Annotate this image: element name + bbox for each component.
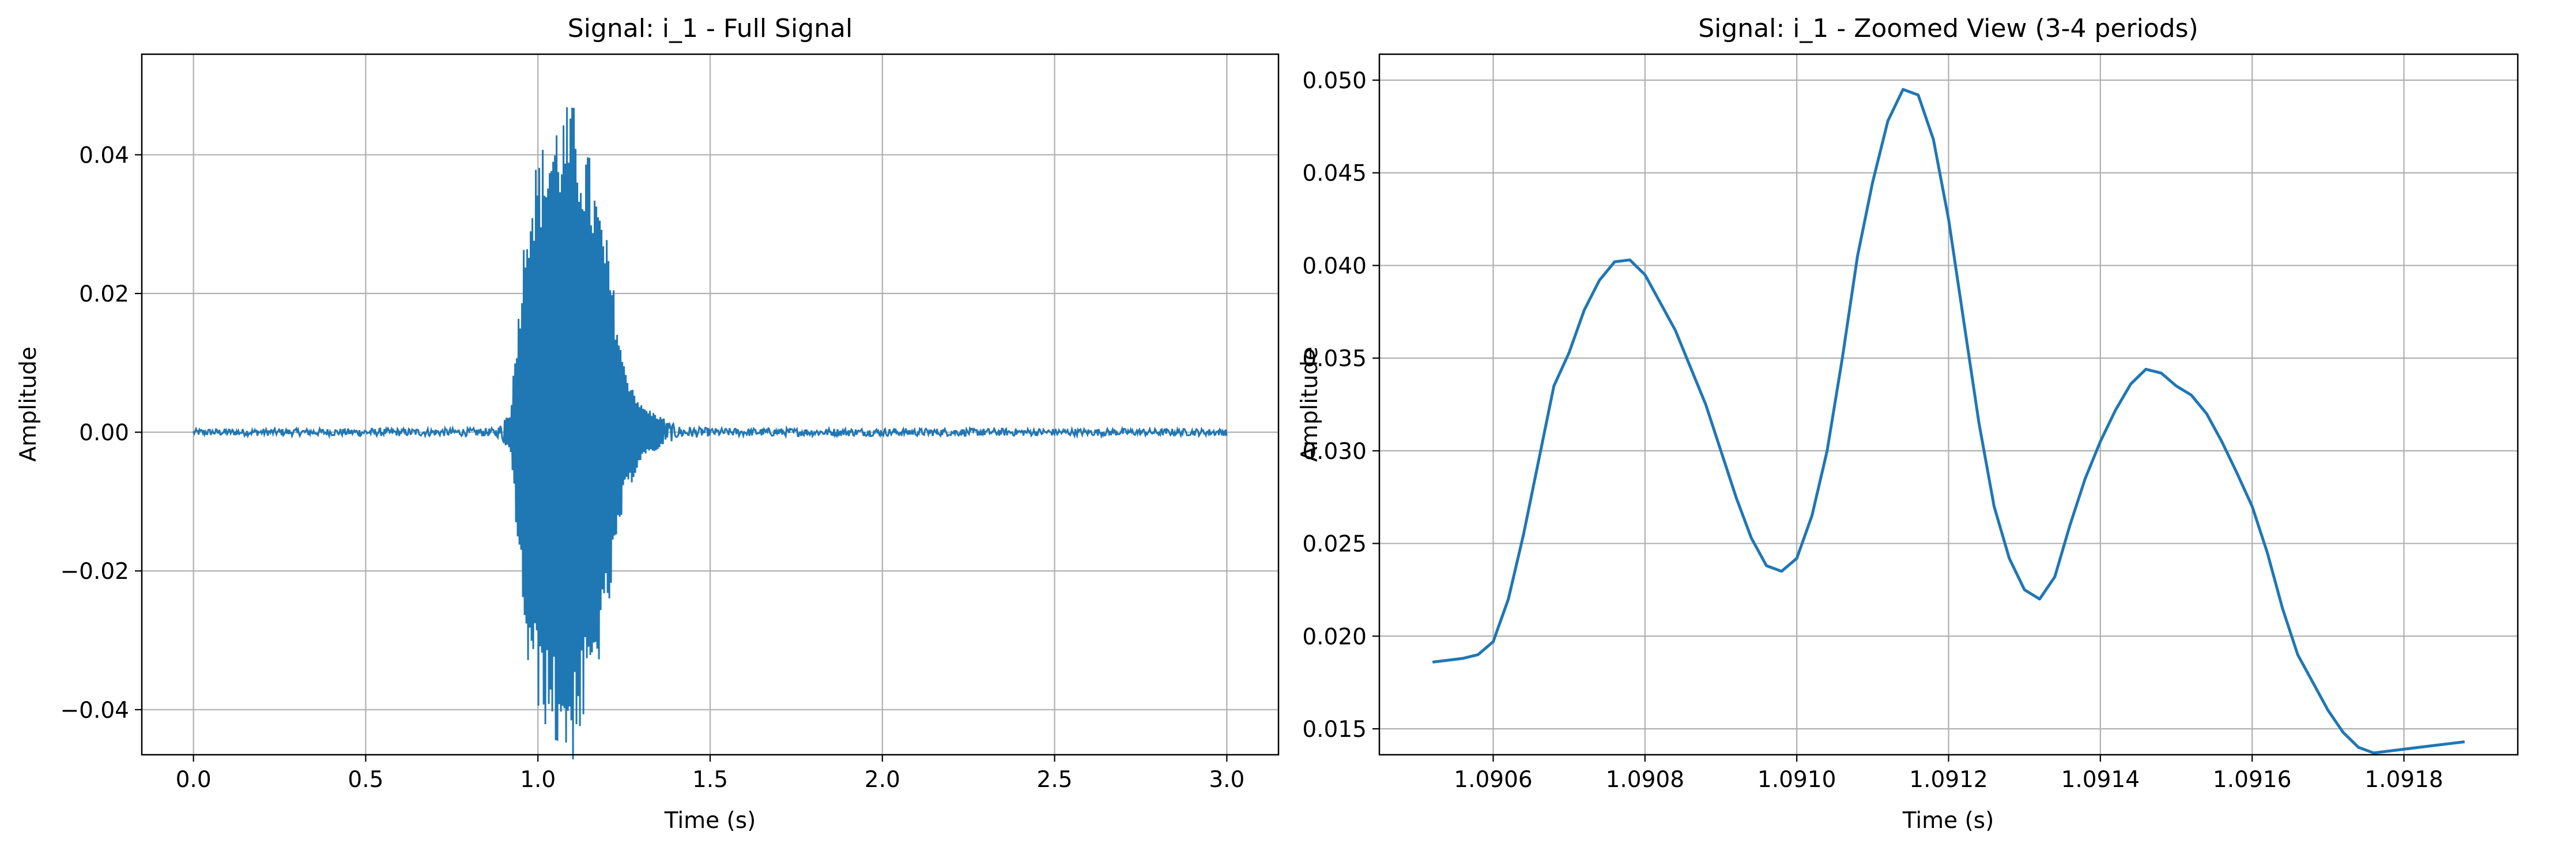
y-tick-label: 0.045 [1302,161,1367,187]
y-tick-label: 0.035 [1302,346,1367,372]
series-layer [1432,88,2465,755]
x-tick-label: 2.5 [1037,767,1073,793]
y-tick-label: 0.020 [1302,624,1367,650]
x-tick-label: 3.0 [1209,767,1244,793]
x-axis-label: Time (s) [1902,808,1994,834]
tick-layer: 1.0906 1.0908 1.0910 1.0912 1.0914 1.0916 1.09… [1302,68,2443,793]
x-tick-label: 1.0918 [2364,767,2443,793]
x-tick-label: 1.0910 [1757,767,1836,793]
y-tick-label: −0.04 [60,698,129,724]
x-tick-label: 1.0 [520,767,556,793]
x-tick-label: 1.0908 [1606,767,1684,793]
x-tick-label: 1.0906 [1454,767,1532,793]
x-tick-label: 1.5 [692,767,728,793]
x-axis-label: Time (s) [664,808,756,834]
x-tick-label: 0.5 [348,767,383,793]
x-tick-label: 1.0912 [1909,767,1987,793]
y-tick-label: 0.030 [1302,439,1367,465]
full-signal-chart: 0.0 0.5 1.0 1.5 2.0 2.5 3.0 −0.04 −0.02 0.00 0.02 0… [16,14,1280,834]
zoomed-view-chart: 1.0906 1.0908 1.0910 1.0912 1.0914 1.0916 1.09… [1297,14,2519,834]
y-tick-label: 0.015 [1302,717,1367,743]
y-axis-label: Amplitude [1297,347,1323,462]
chart-title: Signal: i_1 - Full Signal [568,14,853,43]
series-line [1432,88,2465,755]
y-tick-label: −0.02 [60,559,129,585]
x-tick-label: 1.0914 [2061,767,2140,793]
x-tick-label: 2.0 [865,767,900,793]
y-tick-label: 0.025 [1302,532,1367,558]
y-tick-label: 0.00 [79,420,129,446]
y-tick-label: 0.04 [79,142,129,168]
y-tick-label: 0.050 [1302,68,1367,94]
x-tick-label: 0.0 [176,767,212,793]
x-tick-label: 1.0916 [2213,767,2291,793]
y-axis-label: Amplitude [16,347,42,462]
series-line [193,107,1228,760]
series-layer [193,107,1228,760]
grid-lines [1379,54,2518,755]
y-tick-label: 0.02 [79,281,129,307]
chart-title: Signal: i_1 - Zoomed View (3-4 periods) [1698,14,2198,43]
tick-layer: 0.0 0.5 1.0 1.5 2.0 2.5 3.0 −0.04 −0.02 0.00 0.02 0… [60,142,1244,793]
y-tick-label: 0.040 [1302,253,1367,279]
